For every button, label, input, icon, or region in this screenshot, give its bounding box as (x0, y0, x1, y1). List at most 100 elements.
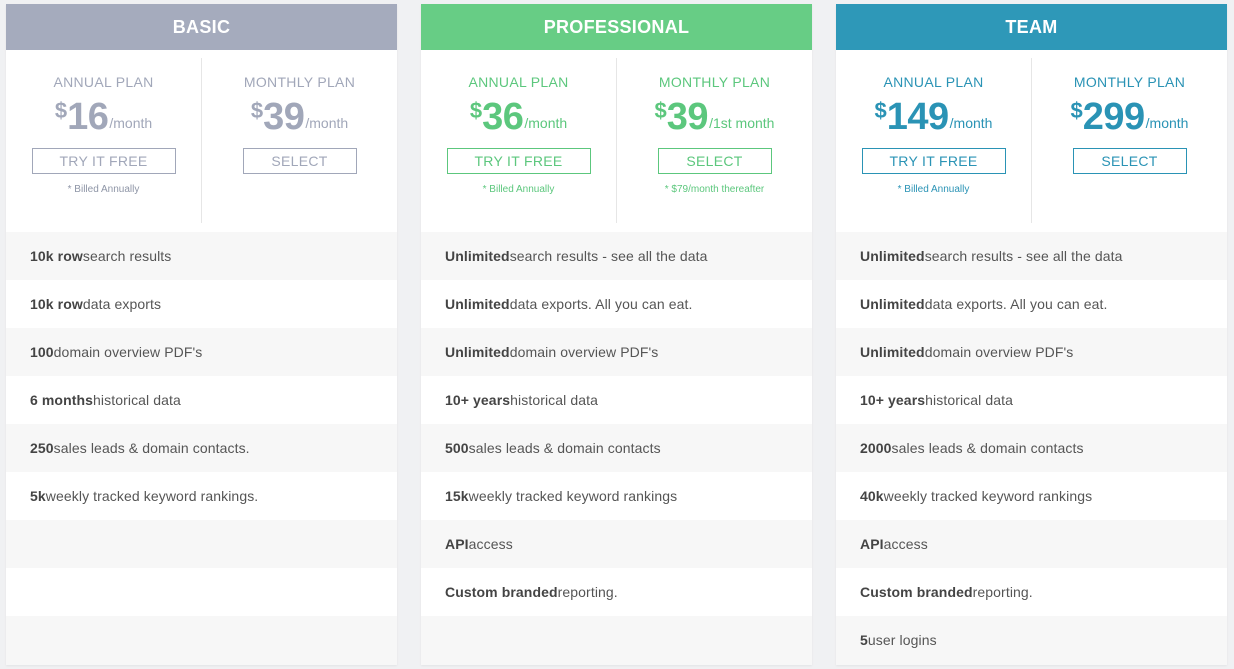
feature-text: reporting. (972, 584, 1033, 600)
feature-highlight: 10k row (30, 296, 83, 312)
price-amount: 36 (482, 96, 524, 138)
feature-row: Unlimited data exports. All you can eat. (421, 280, 812, 328)
monthly-plan-label: MONTHLY PLAN (658, 74, 771, 90)
feature-highlight: Unlimited (860, 344, 925, 360)
annual-plan-column: ANNUAL PLAN $ 36 /month TRY IT FREE * Bi… (421, 50, 616, 232)
feature-row: 2000 sales leads & domain contacts (836, 424, 1227, 472)
feature-text: sales leads & domain contacts (468, 440, 661, 456)
monthly-price: $ 299 /month (1071, 97, 1189, 139)
feature-highlight: Custom branded (860, 584, 973, 600)
feature-highlight: API (445, 536, 469, 552)
monthly-plan-column: MONTHLY PLAN $ 299 /month SELECT (1031, 58, 1227, 223)
currency-symbol: $ (1070, 98, 1083, 123)
feature-text: historical data (510, 392, 599, 408)
annual-price: $ 16 /month (55, 97, 152, 139)
price-amount: 149 (886, 96, 949, 138)
annual-plan-label: ANNUAL PLAN (468, 74, 569, 90)
feature-highlight: 5k (30, 488, 46, 504)
price-amount: 16 (67, 96, 109, 138)
price-period: /month (949, 115, 993, 131)
annual-price: $ 149 /month (875, 97, 993, 139)
feature-row: Unlimited domain overview PDF's (421, 328, 812, 376)
plan-header: PROFESSIONAL (421, 4, 812, 50)
feature-row: 100 domain overview PDF's (6, 328, 397, 376)
currency-symbol: $ (250, 98, 264, 123)
feature-highlight: 10+ years (860, 392, 926, 408)
feature-highlight: API (860, 536, 884, 552)
feature-list: 10k row search results 10k row data expo… (6, 232, 397, 664)
feature-highlight: Unlimited (860, 248, 925, 264)
pricing-section: ANNUAL PLAN $ 36 /month TRY IT FREE * Bi… (421, 50, 812, 232)
feature-highlight: 5 (860, 632, 868, 648)
feature-text: domain overview PDF's (924, 344, 1074, 360)
select-button[interactable]: SELECT (657, 148, 772, 174)
feature-row: 250 sales leads & domain contacts. (6, 424, 397, 472)
pricing-section: ANNUAL PLAN $ 16 /month TRY IT FREE * Bi… (6, 50, 397, 232)
feature-text: reporting. (557, 584, 618, 600)
pricing-section: ANNUAL PLAN $ 149 /month TRY IT FREE * B… (836, 50, 1227, 232)
feature-text: data exports. All you can eat. (509, 296, 693, 312)
feature-row: 10k row search results (6, 232, 397, 280)
feature-text: weekly tracked keyword rankings (883, 488, 1093, 504)
feature-text: access (883, 536, 928, 552)
feature-highlight: 10k row (30, 248, 83, 264)
feature-row: 6 months historical data (6, 376, 397, 424)
feature-highlight: Unlimited (860, 296, 925, 312)
monthly-price: $ 39 /1st month (655, 97, 775, 139)
feature-text: domain overview PDF's (509, 344, 659, 360)
price-amount: 39 (263, 96, 305, 138)
try-it-free-button[interactable]: TRY IT FREE (446, 148, 591, 174)
feature-highlight: 15k (445, 488, 469, 504)
feature-row: API access (421, 520, 812, 568)
feature-highlight: 500 (445, 440, 469, 456)
feature-row: 5 user logins (836, 616, 1227, 664)
monthly-plan-column: MONTHLY PLAN $ 39 /1st month SELECT * $7… (616, 58, 812, 223)
feature-row: 10k row data exports (6, 280, 397, 328)
select-button[interactable]: SELECT (1072, 148, 1187, 174)
feature-row: 15k weekly tracked keyword rankings (421, 472, 812, 520)
feature-text: sales leads & domain contacts (891, 440, 1084, 456)
feature-row (421, 616, 812, 664)
feature-row (6, 568, 397, 616)
feature-highlight: Unlimited (445, 344, 510, 360)
currency-symbol: $ (469, 98, 483, 123)
feature-text: domain overview PDF's (53, 344, 203, 360)
price-period: /month (524, 115, 568, 131)
feature-row: 10+ years historical data (421, 376, 812, 424)
feature-text: search results - see all the data (924, 248, 1123, 264)
billing-note: * Billed Annually (897, 184, 970, 195)
billing-note: * $79/month thereafter (664, 184, 765, 195)
plan-card-basic: BASIC ANNUAL PLAN $ 16 /month TRY IT FRE… (6, 4, 397, 665)
price-period: /month (305, 115, 349, 131)
price-amount: 39 (666, 96, 709, 138)
select-button[interactable]: SELECT (242, 148, 357, 174)
feature-list: Unlimited search results - see all the d… (836, 232, 1227, 664)
feature-text: weekly tracked keyword rankings. (45, 488, 259, 504)
currency-symbol: $ (54, 98, 68, 123)
feature-row: Unlimited search results - see all the d… (421, 232, 812, 280)
feature-highlight: 10+ years (445, 392, 511, 408)
feature-highlight: 40k (860, 488, 884, 504)
feature-highlight: Unlimited (445, 248, 510, 264)
monthly-plan-column: MONTHLY PLAN $ 39 /month SELECT (201, 58, 397, 223)
try-it-free-button[interactable]: TRY IT FREE (861, 148, 1006, 174)
price-amount: 299 (1082, 96, 1145, 138)
feature-text: historical data (925, 392, 1014, 408)
try-it-free-button[interactable]: TRY IT FREE (31, 148, 176, 174)
plan-header: TEAM (836, 4, 1227, 50)
feature-highlight: 250 (30, 440, 54, 456)
feature-row: Unlimited search results - see all the d… (836, 232, 1227, 280)
feature-text: historical data (93, 392, 181, 408)
feature-row: Custom branded reporting. (421, 568, 812, 616)
feature-text: weekly tracked keyword rankings (468, 488, 678, 504)
feature-text: sales leads & domain contacts. (53, 440, 250, 456)
monthly-plan-label: MONTHLY PLAN (243, 74, 356, 90)
currency-symbol: $ (654, 98, 667, 123)
annual-plan-column: ANNUAL PLAN $ 16 /month TRY IT FREE * Bi… (6, 50, 201, 232)
feature-row (6, 520, 397, 568)
billing-note: * Billed Annually (67, 184, 140, 195)
feature-row (6, 616, 397, 664)
billing-note: * Billed Annually (482, 184, 555, 195)
feature-text: data exports (82, 296, 162, 312)
currency-symbol: $ (874, 98, 887, 123)
